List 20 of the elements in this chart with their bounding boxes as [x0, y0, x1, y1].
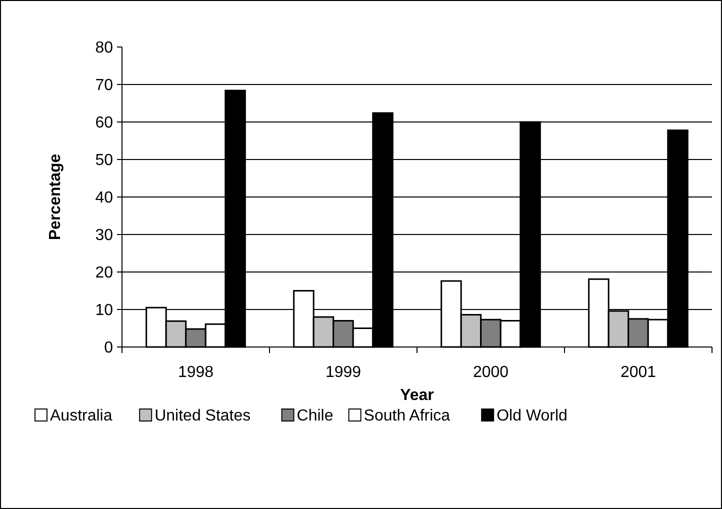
y-tick-label: 40 [95, 190, 114, 207]
y-tick-label: 80 [95, 40, 114, 57]
y-tick-label: 0 [104, 340, 114, 357]
x-tick-label: 2001 [620, 364, 656, 381]
legend-label: South Africa [364, 408, 450, 425]
y-tick-label: 10 [95, 302, 114, 320]
legend-label: Australia [50, 408, 112, 425]
x-tick-label: 2000 [472, 364, 509, 381]
y-tick-label: 20 [95, 264, 114, 282]
y-tick-label: 30 [95, 227, 114, 244]
y-tick-label: 50 [95, 152, 114, 170]
x-tick-label: 1998 [178, 364, 214, 381]
legend-label: United States [154, 408, 251, 425]
y-axis-title: Percentage [47, 154, 64, 240]
legend-label: Old World [496, 408, 568, 425]
y-tick-label: 70 [95, 77, 114, 94]
x-tick-label: 1999 [325, 364, 362, 381]
legend-label: Chile [296, 408, 334, 425]
y-tick-label: 60 [95, 114, 114, 132]
x-axis-title: Year [400, 387, 434, 404]
